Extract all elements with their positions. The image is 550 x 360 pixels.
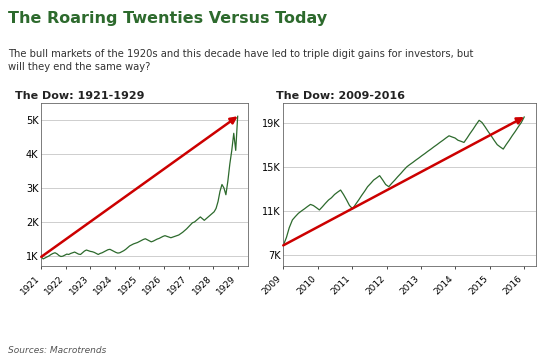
Text: The Roaring Twenties Versus Today: The Roaring Twenties Versus Today [8, 11, 327, 26]
Text: The bull markets of the 1920s and this decade have led to triple digit gains for: The bull markets of the 1920s and this d… [8, 49, 474, 72]
Text: The Dow: 1921-1929: The Dow: 1921-1929 [15, 91, 145, 101]
Text: The Dow: 2009-2016: The Dow: 2009-2016 [277, 91, 405, 101]
Text: Sources: Macrotrends: Sources: Macrotrends [8, 346, 107, 355]
